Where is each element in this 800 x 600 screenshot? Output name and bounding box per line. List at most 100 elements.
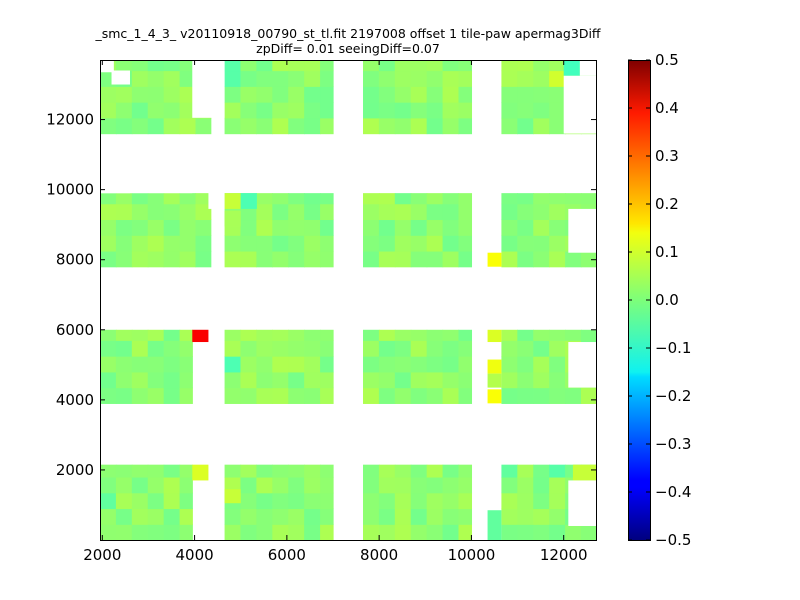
heatmap-cell xyxy=(256,476,273,494)
colorbar-tick-label: 0.1 xyxy=(655,243,679,261)
heatmap-cell xyxy=(179,250,197,268)
heatmap-cell xyxy=(517,371,534,389)
heatmap-cell xyxy=(224,524,242,541)
heatmap-cell xyxy=(320,340,334,357)
heatmap-cell xyxy=(378,250,396,268)
heatmap-cell xyxy=(163,464,181,478)
heatmap-cell xyxy=(426,524,444,541)
heatmap-cell xyxy=(549,464,566,478)
heatmap-cell xyxy=(304,340,321,357)
heatmap-cell xyxy=(378,193,396,205)
heatmap-cell xyxy=(378,219,396,236)
heatmap-cell xyxy=(256,60,273,72)
heatmap-cell xyxy=(163,371,181,389)
heatmap-cell xyxy=(549,387,566,404)
heatmap-cells xyxy=(100,60,597,541)
heatmap-cell xyxy=(320,371,334,389)
heatmap-cell xyxy=(256,464,273,478)
heatmap-cell xyxy=(549,371,566,389)
heatmap-cell xyxy=(517,492,534,510)
heatmap-cell xyxy=(501,250,518,268)
heatmap-cell xyxy=(501,193,518,205)
heatmap-cell xyxy=(147,250,165,268)
heatmap-cell xyxy=(288,86,305,103)
heatmap-cell xyxy=(288,340,305,357)
heatmap-cell xyxy=(256,70,273,87)
heatmap-cell xyxy=(487,359,502,374)
heatmap-cell xyxy=(410,387,428,404)
heatmap-cell xyxy=(288,235,305,252)
heatmap-cell xyxy=(394,464,412,478)
heatmap-cell xyxy=(240,117,258,135)
heatmap-cell xyxy=(304,464,321,478)
heatmap-cell xyxy=(288,70,305,87)
heatmap-cell xyxy=(442,203,460,221)
heatmap-cell xyxy=(363,524,380,541)
heatmap-cell xyxy=(517,60,534,72)
heatmap-cell xyxy=(533,356,550,373)
heatmap-cell xyxy=(288,117,305,135)
heatmap-cell xyxy=(195,203,212,221)
heatmap-cell xyxy=(179,219,197,236)
heatmap-cell xyxy=(100,193,117,205)
heatmap-cell xyxy=(378,464,396,478)
x-tick-label: 12000 xyxy=(540,546,588,564)
heatmap-cell xyxy=(163,340,181,357)
heatmap-cell xyxy=(501,102,518,119)
heatmap-cell xyxy=(272,86,289,103)
heatmap-cell xyxy=(147,329,165,341)
heatmap-cell xyxy=(115,329,133,341)
heatmap-cell xyxy=(131,203,149,221)
heatmap-cell xyxy=(179,117,197,135)
heatmap-cell xyxy=(147,60,165,72)
heatmap-cell xyxy=(147,524,165,541)
heatmap-cell xyxy=(394,193,412,205)
heatmap-gap xyxy=(568,342,596,388)
heatmap-cell xyxy=(378,117,396,135)
x-tick-label: 6000 xyxy=(268,546,306,564)
heatmap-cell xyxy=(224,464,242,478)
heatmap-cell xyxy=(394,219,412,236)
heatmap-cell xyxy=(442,193,460,205)
heatmap-cell xyxy=(517,508,534,525)
heatmap-cell xyxy=(501,524,518,541)
heatmap-cell xyxy=(410,117,428,135)
heatmap-cell xyxy=(115,476,133,494)
heatmap-cell xyxy=(394,86,412,103)
x-tick-label: 2000 xyxy=(83,546,121,564)
heatmap-cell xyxy=(224,250,242,268)
heatmap-cell xyxy=(517,356,534,373)
heatmap-cell xyxy=(394,102,412,119)
axes: 2000 4000 6000 8000 10000 12000 2000 4000 6000 80… xyxy=(46,60,596,564)
heatmap-cell xyxy=(195,219,212,236)
colorbar-tick-label: −0.2 xyxy=(655,387,691,405)
heatmap-cell xyxy=(426,340,444,357)
heatmap-cell xyxy=(288,193,305,205)
heatmap-cell xyxy=(147,476,165,494)
heatmap-cell xyxy=(565,329,582,341)
heatmap-cell xyxy=(224,340,242,357)
heatmap-cell xyxy=(163,492,181,510)
heatmap-cell xyxy=(100,492,117,510)
heatmap-cell xyxy=(240,102,258,119)
heatmap-cell xyxy=(320,235,334,252)
heatmap-cell xyxy=(487,373,502,388)
heatmap-cell xyxy=(549,508,566,525)
heatmap-cell xyxy=(394,387,412,404)
heatmap-cell xyxy=(256,524,273,541)
heatmap-cell xyxy=(565,387,582,404)
heatmap-cell xyxy=(533,70,550,87)
heatmap-cell xyxy=(426,60,444,72)
heatmap-cell xyxy=(533,492,550,510)
heatmap-cell xyxy=(394,203,412,221)
heatmap-cell xyxy=(131,219,149,236)
heatmap-cell xyxy=(240,356,258,373)
heatmap-cell xyxy=(240,329,258,341)
heatmap-cell xyxy=(179,387,193,404)
heatmap-cell xyxy=(426,371,444,389)
heatmap-cell xyxy=(487,329,502,343)
heatmap-cell xyxy=(426,387,444,404)
heatmap-cell xyxy=(378,60,396,72)
heatmap-cell xyxy=(378,235,396,252)
heatmap-cell xyxy=(501,476,518,494)
